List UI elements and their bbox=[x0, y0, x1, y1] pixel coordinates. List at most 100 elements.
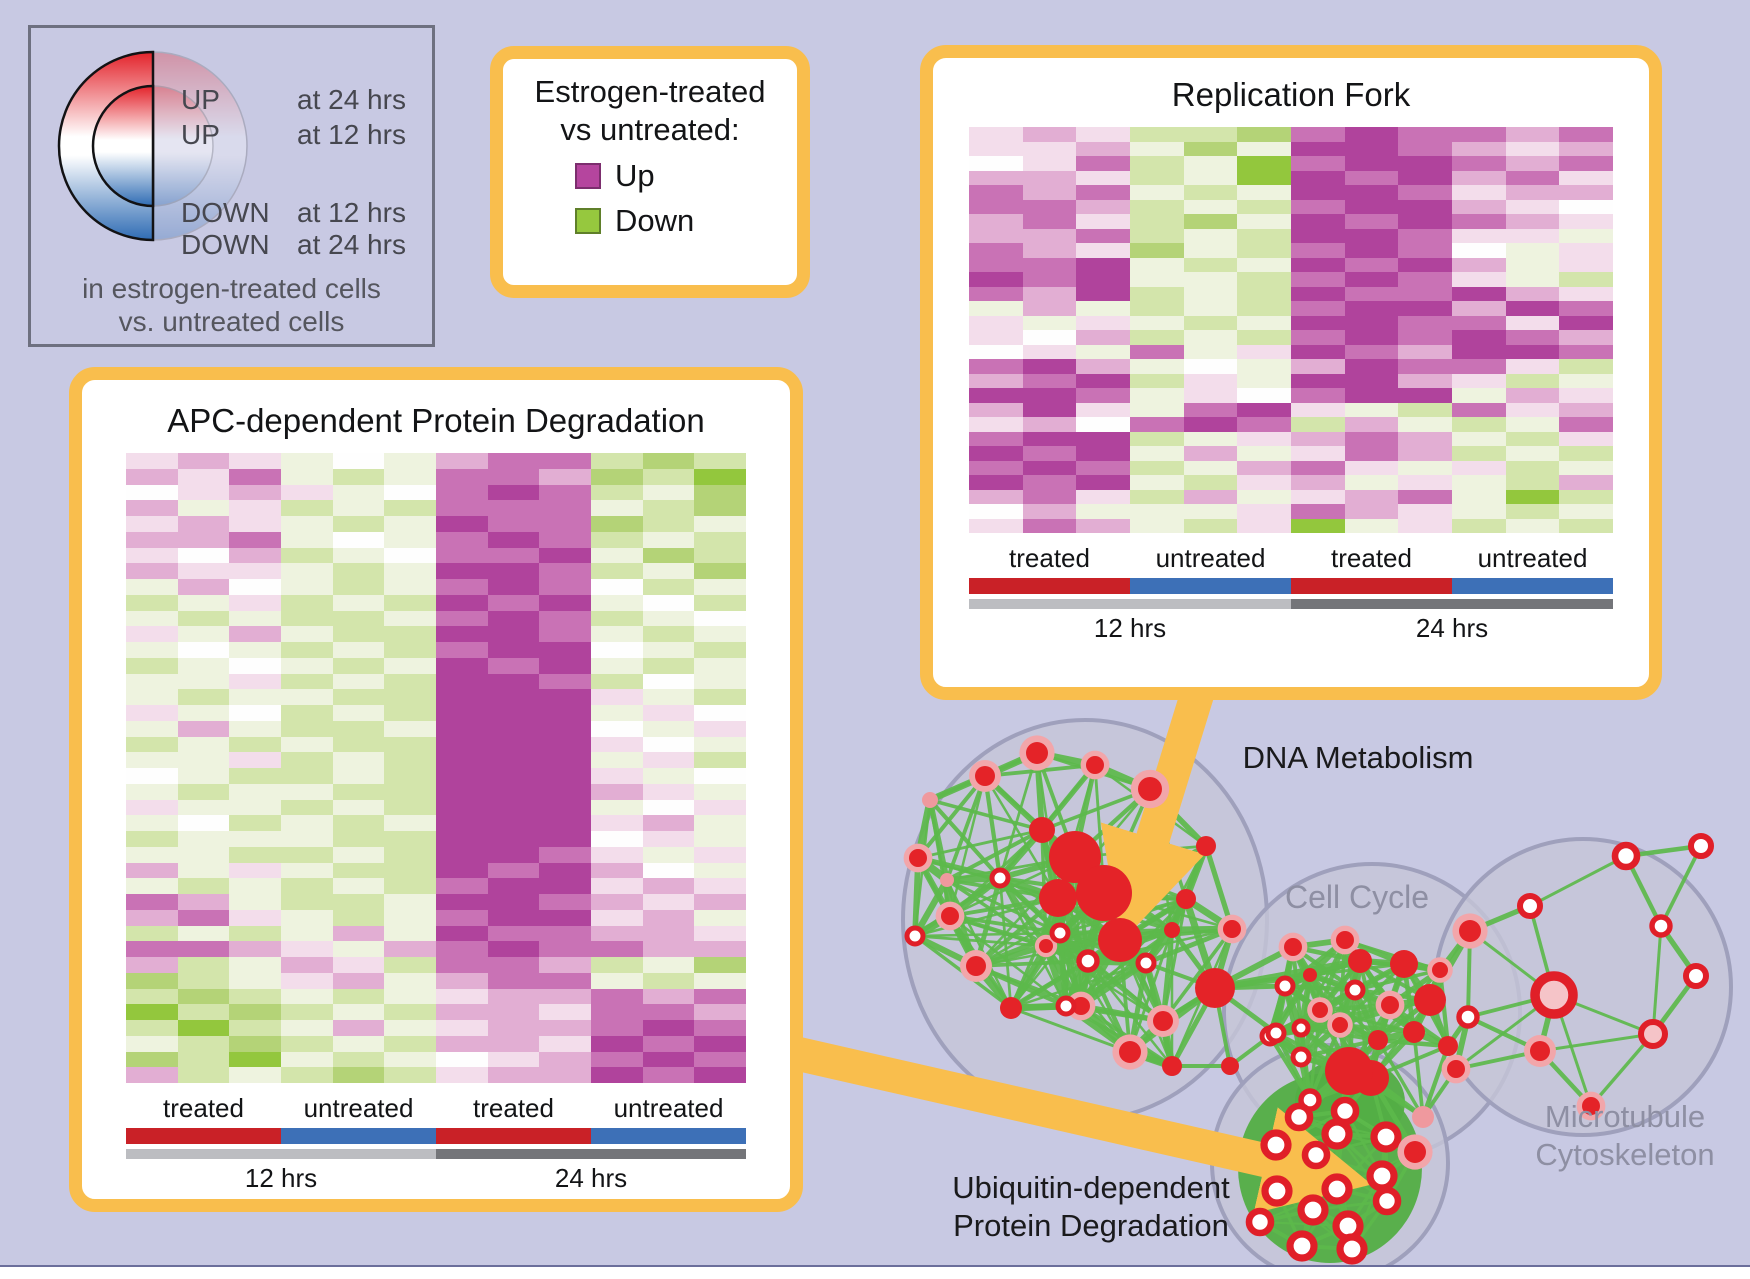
heatmap-cell bbox=[281, 768, 333, 784]
heatmap-cell bbox=[1452, 257, 1506, 272]
heatmap-cell bbox=[539, 799, 591, 816]
heatmap-cell bbox=[177, 720, 230, 737]
up-swatch bbox=[575, 163, 601, 189]
heatmap-cell bbox=[1237, 214, 1291, 229]
heatmap-cell bbox=[281, 453, 333, 469]
heatmap-cell bbox=[487, 642, 540, 658]
heatmap-cell bbox=[1344, 214, 1399, 229]
heatmap-cell bbox=[332, 862, 385, 879]
heatmap-cell bbox=[1291, 315, 1345, 330]
heatmap-cell bbox=[436, 815, 488, 831]
heatmap-cell bbox=[384, 626, 436, 642]
network-node-ring bbox=[1245, 1207, 1275, 1237]
heatmap-cell bbox=[591, 563, 643, 579]
heatmap-cell bbox=[177, 925, 230, 942]
network-node bbox=[1029, 817, 1055, 843]
heatmap-cell bbox=[694, 846, 746, 863]
heatmap-cell bbox=[384, 1067, 436, 1083]
heatmap-cell bbox=[1291, 185, 1345, 200]
heatmap-cell bbox=[969, 417, 1023, 432]
heatmap-cell bbox=[694, 941, 746, 957]
network-node-pale bbox=[1412, 1106, 1434, 1128]
heatmap-cell bbox=[1398, 228, 1452, 243]
apc-heatmap bbox=[126, 453, 746, 1083]
heatmap-cell bbox=[126, 783, 178, 800]
heatmap-cell bbox=[436, 500, 488, 516]
heatmap-cell bbox=[1183, 127, 1238, 142]
heatmap-cell bbox=[1452, 170, 1506, 185]
heatmap-cell bbox=[539, 878, 591, 894]
heatmap-cell bbox=[126, 909, 178, 926]
heatmap-cell bbox=[281, 815, 333, 831]
timepoint-bar bbox=[126, 1149, 746, 1159]
heatmap-cell bbox=[1398, 489, 1452, 504]
heatmap-cell bbox=[332, 799, 385, 816]
heatmap-cell bbox=[177, 1004, 230, 1020]
heatmap-cell bbox=[332, 1051, 385, 1068]
heatmap-cell bbox=[332, 736, 385, 753]
network-node bbox=[1303, 968, 1317, 982]
heatmap-cell bbox=[1398, 475, 1452, 490]
heatmap-cell bbox=[969, 373, 1023, 388]
network-node-ring bbox=[1049, 922, 1071, 944]
heatmap-cell bbox=[177, 579, 230, 595]
heatmap-cell bbox=[539, 547, 591, 564]
heatmap-cell bbox=[177, 831, 230, 847]
network-node-ring bbox=[1370, 1121, 1402, 1153]
heatmap-cell bbox=[177, 500, 230, 516]
network-edge bbox=[1420, 1045, 1451, 1118]
heatmap-cell bbox=[642, 516, 695, 532]
untreated-bar bbox=[281, 1128, 436, 1144]
heatmap-cell bbox=[539, 1020, 591, 1036]
heatmap-cell bbox=[694, 705, 746, 721]
heatmap-cell bbox=[1022, 344, 1077, 359]
network-edge bbox=[945, 879, 1013, 1009]
network-node bbox=[1332, 1017, 1348, 1033]
heatmap-cell bbox=[1183, 431, 1238, 446]
network-node bbox=[1447, 1060, 1465, 1078]
heatmap-cell bbox=[539, 972, 591, 989]
heatmap-cell bbox=[694, 957, 746, 973]
key-time: at 24 hrs bbox=[297, 229, 406, 260]
heatmap-cell bbox=[332, 1004, 385, 1020]
replication-fork-panel: Replication Fork treated untreated treat… bbox=[920, 45, 1662, 700]
heatmap-cell bbox=[1022, 199, 1077, 214]
heatmap-cell bbox=[229, 1020, 281, 1036]
heatmap-cell bbox=[642, 1067, 695, 1083]
heatmap-cell bbox=[642, 799, 695, 816]
heatmap-cell bbox=[1237, 199, 1291, 214]
heatmap-cell bbox=[1291, 373, 1345, 388]
heatmap-cell bbox=[384, 925, 436, 942]
heatmap-cell bbox=[487, 988, 540, 1005]
heatmap-cell bbox=[229, 657, 281, 674]
heatmap-cell bbox=[694, 516, 746, 532]
untreated-bar bbox=[1130, 578, 1291, 594]
heatmap-cell bbox=[694, 531, 746, 548]
heatmap-cell bbox=[384, 862, 436, 879]
heatmap-cell bbox=[1398, 156, 1452, 171]
heatmap-cell bbox=[591, 1051, 643, 1068]
heatmap-cell bbox=[1505, 489, 1560, 504]
heatmap-cell bbox=[1022, 272, 1077, 287]
heatmap-cell bbox=[1237, 286, 1291, 301]
heatmap-cell bbox=[1022, 518, 1077, 533]
heatmap-cell bbox=[642, 468, 695, 485]
heatmap-cell bbox=[1344, 359, 1399, 374]
heatmap-cell bbox=[539, 736, 591, 753]
heatmap-cell bbox=[539, 1035, 591, 1052]
heatmap-cell bbox=[436, 752, 488, 768]
heatmap-cell bbox=[384, 988, 436, 1005]
heatmap-cell bbox=[1076, 214, 1130, 229]
network-edge bbox=[1214, 957, 1361, 992]
heatmap-cell bbox=[487, 1035, 540, 1052]
heatmap-cell bbox=[539, 579, 591, 595]
heatmap-cell bbox=[1398, 446, 1452, 461]
heatmap-cell bbox=[332, 941, 385, 957]
heatmap-cell bbox=[281, 878, 333, 894]
network-node bbox=[1336, 931, 1354, 949]
network-node bbox=[1072, 997, 1090, 1015]
heatmap-cell bbox=[1130, 431, 1184, 446]
heatmap-cell bbox=[969, 388, 1023, 403]
heatmap-cell bbox=[1076, 315, 1130, 330]
heatmap-cell bbox=[1183, 446, 1238, 461]
